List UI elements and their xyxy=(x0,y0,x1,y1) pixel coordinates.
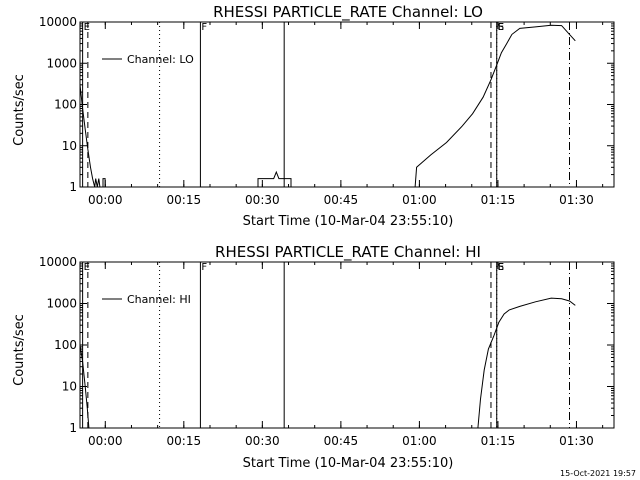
plot-area: 1 10 100 1000 10000 00:00 00:15 00:30 00:45 01:00… xyxy=(39,255,615,448)
legend-label: Channel: HI xyxy=(127,293,191,306)
y-tick-label: 10000 xyxy=(39,15,77,29)
event-marker-label: F xyxy=(201,22,207,33)
legend-label: Channel: LO xyxy=(127,53,194,66)
x-tick-label: 00:00 xyxy=(88,434,123,448)
x-tick-label: 01:30 xyxy=(559,434,594,448)
x-tick-label: 01:15 xyxy=(481,193,516,207)
plot-area: 1 10 100 1000 10000 00:00 00:15 00:30 00:45 01:00… xyxy=(39,15,615,207)
event-marker-label: E xyxy=(498,262,504,273)
event-marker-label: E xyxy=(84,22,90,33)
y-tick-label: 100 xyxy=(54,338,77,352)
x-tick-label: 00:45 xyxy=(324,434,359,448)
legend: Channel: HI xyxy=(102,293,191,306)
y-tick-label: 1 xyxy=(69,421,77,435)
y-tick-label: 10 xyxy=(62,139,77,153)
x-tick-label: 01:15 xyxy=(481,434,516,448)
chart-title: RHESSI PARTICLE_RATE Channel: HI xyxy=(215,243,481,262)
x-tick-label: 00:15 xyxy=(167,193,202,207)
chart-panel-lo: RHESSI PARTICLE_RATE Channel: LO Start T… xyxy=(12,3,615,229)
x-tick-label: 00:30 xyxy=(245,434,280,448)
x-axis-label: Start Time (10-Mar-04 23:55:10) xyxy=(243,214,454,229)
x-axis-label: Start Time (10-Mar-04 23:55:10) xyxy=(243,456,454,471)
x-tick-label: 00:30 xyxy=(245,193,280,207)
y-tick-label: 1000 xyxy=(46,56,77,70)
generated-timestamp: 15-Oct-2021 19:57 xyxy=(560,469,636,478)
event-marker-label: E xyxy=(498,22,504,33)
x-tick-label: 00:00 xyxy=(88,193,123,207)
x-tick-label: 01:00 xyxy=(402,193,437,207)
y-tick-label: 10000 xyxy=(39,255,77,269)
event-marker-label: S xyxy=(498,262,504,273)
legend: Channel: LO xyxy=(102,53,194,66)
y-axis-label: Counts/sec xyxy=(12,74,27,146)
x-tick-label: 01:00 xyxy=(402,434,437,448)
x-tick-label: 01:30 xyxy=(559,193,594,207)
event-marker-label: S xyxy=(498,22,504,33)
y-tick-label: 1 xyxy=(69,180,77,194)
y-tick-label: 100 xyxy=(54,98,77,112)
y-tick-label: 10 xyxy=(62,380,77,394)
event-marker-label: E xyxy=(84,262,90,273)
chart-panel-hi: RHESSI PARTICLE_RATE Channel: HI Start T… xyxy=(12,243,615,471)
series-line xyxy=(80,24,576,187)
chart-title: RHESSI PARTICLE_RATE Channel: LO xyxy=(213,3,483,22)
x-tick-label: 00:15 xyxy=(167,434,202,448)
series-line xyxy=(80,297,576,428)
event-marker-label: F xyxy=(201,262,207,273)
x-tick-label: 00:45 xyxy=(324,193,359,207)
y-axis-label: Counts/sec xyxy=(12,314,27,386)
y-tick-label: 1000 xyxy=(46,297,77,311)
